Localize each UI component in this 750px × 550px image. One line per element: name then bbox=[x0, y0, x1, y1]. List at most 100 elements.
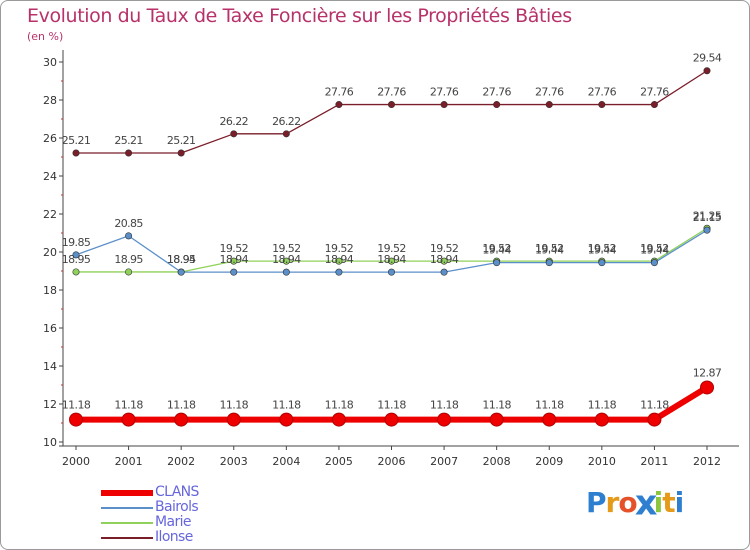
data-label-marie: 18.95 bbox=[167, 253, 196, 266]
y-tick-label: 16 bbox=[43, 322, 57, 335]
y-tick-label: 22 bbox=[43, 208, 57, 221]
data-point-clans bbox=[69, 412, 83, 427]
legend-label: Ilonse bbox=[155, 529, 193, 545]
data-label-marie: 19.52 bbox=[588, 242, 617, 255]
data-point-bairols bbox=[230, 268, 238, 276]
y-tick-label: 14 bbox=[43, 360, 57, 373]
data-labels: 25.21 25.21 25.21 26.22 26.22 27.76 27.76 27.76… bbox=[62, 52, 723, 412]
data-point-ilonse bbox=[230, 130, 238, 138]
y-tick-label: 10 bbox=[43, 436, 57, 449]
x-tick-label: 2005 bbox=[325, 455, 353, 468]
data-label-ilonse: 27.76 bbox=[588, 86, 617, 99]
data-label-clans: 11.18 bbox=[62, 399, 91, 412]
data-label-marie: 19.52 bbox=[325, 242, 354, 255]
data-label-bairols: 19.44 bbox=[640, 244, 669, 257]
data-label-ilonse: 27.76 bbox=[482, 86, 511, 99]
x-tick-label: 2010 bbox=[588, 455, 616, 468]
data-point-bairols bbox=[703, 226, 711, 234]
data-point-ilonse bbox=[545, 101, 553, 109]
data-point-clans bbox=[121, 412, 136, 427]
data-label-marie: 18.95 bbox=[62, 253, 91, 266]
data-point-bairols bbox=[177, 268, 185, 276]
data-point-bairols bbox=[493, 259, 501, 267]
data-label-bairols: 18.94 bbox=[377, 253, 406, 266]
data-point-ilonse bbox=[440, 101, 448, 109]
data-label-ilonse: 27.76 bbox=[535, 86, 564, 99]
x-tick-label: 2011 bbox=[640, 455, 668, 468]
data-label-bairols: 20.85 bbox=[114, 217, 143, 230]
x-tick-label: 2000 bbox=[62, 455, 90, 468]
data-point-bairols bbox=[387, 268, 395, 276]
data-label-marie: 19.52 bbox=[535, 242, 564, 255]
data-label-clans: 11.18 bbox=[640, 399, 669, 412]
data-point-clans bbox=[226, 412, 241, 427]
data-label-marie: 19.52 bbox=[377, 242, 406, 255]
data-label-bairols: 18.94 bbox=[272, 253, 301, 266]
logo-letter: o bbox=[618, 486, 637, 519]
data-point-ilonse bbox=[650, 101, 658, 109]
data-point-ilonse bbox=[177, 149, 185, 157]
data-point-ilonse bbox=[125, 149, 133, 157]
data-label-bairols: 19.44 bbox=[535, 244, 564, 257]
legend-swatch bbox=[101, 507, 153, 509]
x-tick-label: 2001 bbox=[115, 455, 143, 468]
data-label-bairols: 18.94 bbox=[220, 253, 249, 266]
x-tick-label: 2006 bbox=[378, 455, 406, 468]
data-label-ilonse: 25.21 bbox=[167, 134, 196, 147]
data-point-clans bbox=[437, 412, 452, 427]
legend-swatch bbox=[101, 490, 153, 496]
y-tick-label: 30 bbox=[43, 56, 57, 69]
data-label-bairols: 19.44 bbox=[482, 244, 511, 257]
data-label-bairols: 18.94 bbox=[325, 253, 354, 266]
data-point-clans bbox=[647, 412, 662, 427]
logo-letter: i bbox=[653, 486, 664, 519]
data-point-ilonse bbox=[703, 67, 711, 75]
data-point-clans bbox=[542, 412, 557, 427]
data-point-marie bbox=[282, 257, 290, 265]
x-tick-label: 2008 bbox=[483, 455, 511, 468]
data-point-bairols bbox=[125, 232, 133, 240]
logo-letter: t bbox=[662, 486, 675, 519]
data-point-marie bbox=[125, 268, 133, 276]
data-point-ilonse bbox=[387, 101, 395, 109]
data-label-clans: 11.18 bbox=[272, 399, 301, 412]
data-point-bairols bbox=[335, 268, 343, 276]
data-point-bairols bbox=[440, 268, 448, 276]
data-label-ilonse: 27.76 bbox=[640, 86, 669, 99]
data-point-clans bbox=[489, 412, 504, 427]
data-label-clans: 12.87 bbox=[693, 366, 722, 379]
data-point-clans bbox=[331, 412, 346, 427]
x-tick-label: 2009 bbox=[535, 455, 563, 468]
data-label-clans: 11.18 bbox=[220, 399, 249, 412]
data-label-clans: 11.18 bbox=[377, 399, 406, 412]
data-label-clans: 11.18 bbox=[535, 399, 564, 412]
series-lines bbox=[69, 67, 714, 427]
y-tick-label: 24 bbox=[43, 170, 57, 183]
logo-letter: x bbox=[634, 481, 657, 524]
data-point-bairols bbox=[282, 268, 290, 276]
data-label-clans: 11.18 bbox=[325, 399, 354, 412]
logo-letter: i bbox=[674, 486, 685, 519]
legend-swatch bbox=[101, 537, 153, 539]
y-tick-label: 26 bbox=[43, 132, 57, 145]
legend-label: CLANS bbox=[155, 484, 199, 500]
data-label-marie: 18.95 bbox=[114, 253, 143, 266]
data-point-marie bbox=[72, 268, 80, 276]
data-label-bairols: 19.44 bbox=[588, 244, 617, 257]
data-label-clans: 11.18 bbox=[482, 399, 511, 412]
data-point-ilonse bbox=[493, 101, 501, 109]
data-point-clans bbox=[384, 412, 399, 427]
y-axis-unit-label: (en %) bbox=[27, 30, 64, 43]
data-label-ilonse: 25.21 bbox=[114, 134, 143, 147]
data-label-bairols: 19.85 bbox=[62, 236, 91, 249]
data-label-bairols: 21.15 bbox=[693, 211, 722, 224]
data-label-marie: 19.52 bbox=[272, 242, 301, 255]
data-label-ilonse: 29.54 bbox=[693, 52, 722, 65]
data-point-bairols bbox=[72, 251, 80, 259]
data-point-marie bbox=[387, 257, 395, 265]
data-point-clans bbox=[594, 412, 609, 427]
data-label-marie: 19.52 bbox=[430, 242, 459, 255]
legend-label: Bairols bbox=[155, 499, 199, 515]
data-label-ilonse: 27.76 bbox=[377, 86, 406, 99]
